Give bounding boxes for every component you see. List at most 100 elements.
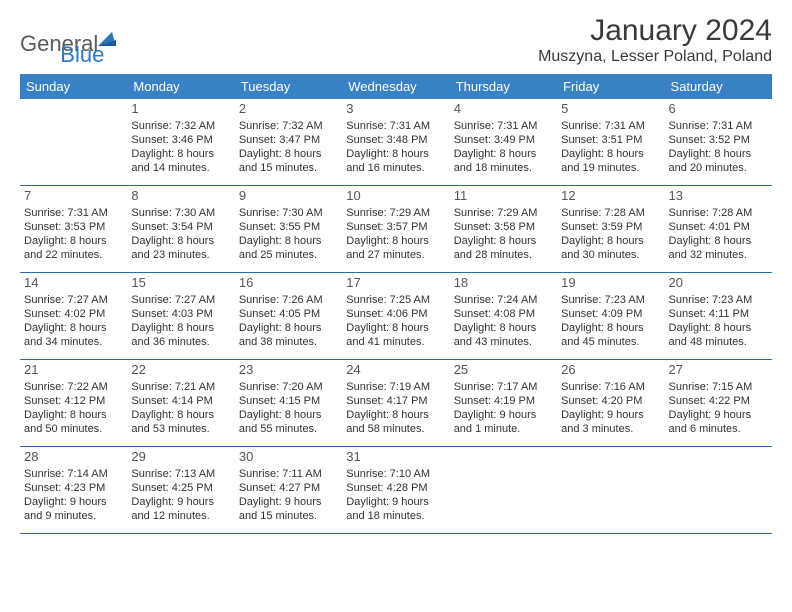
logo: General Blue <box>20 20 104 68</box>
sunrise-text: Sunrise: 7:29 AM <box>346 206 445 220</box>
daylight-text: Daylight: 8 hours <box>239 147 338 161</box>
calendar-cell: 4Sunrise: 7:31 AMSunset: 3:49 PMDaylight… <box>450 99 557 185</box>
calendar: Sunday Monday Tuesday Wednesday Thursday… <box>20 74 772 534</box>
sunrise-text: Sunrise: 7:16 AM <box>561 380 660 394</box>
daylight-text: Daylight: 8 hours <box>346 147 445 161</box>
daylight-text: and 27 minutes. <box>346 248 445 262</box>
sunset-text: Sunset: 3:59 PM <box>561 220 660 234</box>
daylight-text: Daylight: 8 hours <box>454 234 553 248</box>
daylight-text: and 41 minutes. <box>346 335 445 349</box>
day-number: 24 <box>346 362 445 379</box>
day-number: 23 <box>239 362 338 379</box>
day-number: 15 <box>131 275 230 292</box>
day-number: 11 <box>454 188 553 205</box>
weekday-thursday: Thursday <box>450 74 557 99</box>
daylight-text: and 20 minutes. <box>669 161 768 175</box>
day-number: 14 <box>24 275 123 292</box>
calendar-cell: 30Sunrise: 7:11 AMSunset: 4:27 PMDayligh… <box>235 447 342 533</box>
sunrise-text: Sunrise: 7:13 AM <box>131 467 230 481</box>
sunset-text: Sunset: 3:52 PM <box>669 133 768 147</box>
sunrise-text: Sunrise: 7:27 AM <box>131 293 230 307</box>
daylight-text: Daylight: 8 hours <box>24 234 123 248</box>
weekday-sunday: Sunday <box>20 74 127 99</box>
sunset-text: Sunset: 4:03 PM <box>131 307 230 321</box>
daylight-text: and 45 minutes. <box>561 335 660 349</box>
calendar-cell: 20Sunrise: 7:23 AMSunset: 4:11 PMDayligh… <box>665 273 772 359</box>
day-number: 12 <box>561 188 660 205</box>
daylight-text: and 16 minutes. <box>346 161 445 175</box>
sunset-text: Sunset: 4:14 PM <box>131 394 230 408</box>
daylight-text: Daylight: 8 hours <box>131 234 230 248</box>
day-number: 5 <box>561 101 660 118</box>
daylight-text: Daylight: 8 hours <box>131 147 230 161</box>
calendar-cell: 15Sunrise: 7:27 AMSunset: 4:03 PMDayligh… <box>127 273 234 359</box>
calendar-cell: 11Sunrise: 7:29 AMSunset: 3:58 PMDayligh… <box>450 186 557 272</box>
sunset-text: Sunset: 4:12 PM <box>24 394 123 408</box>
daylight-text: Daylight: 8 hours <box>669 147 768 161</box>
daylight-text: and 12 minutes. <box>131 509 230 523</box>
sunrise-text: Sunrise: 7:30 AM <box>131 206 230 220</box>
day-number: 3 <box>346 101 445 118</box>
calendar-cell <box>665 447 772 533</box>
daylight-text: and 32 minutes. <box>669 248 768 262</box>
calendar-cell: 13Sunrise: 7:28 AMSunset: 4:01 PMDayligh… <box>665 186 772 272</box>
calendar-cell: 24Sunrise: 7:19 AMSunset: 4:17 PMDayligh… <box>342 360 449 446</box>
sunrise-text: Sunrise: 7:28 AM <box>669 206 768 220</box>
sunset-text: Sunset: 4:15 PM <box>239 394 338 408</box>
day-number: 10 <box>346 188 445 205</box>
sunrise-text: Sunrise: 7:22 AM <box>24 380 123 394</box>
calendar-cell <box>450 447 557 533</box>
daylight-text: and 50 minutes. <box>24 422 123 436</box>
calendar-body: 1Sunrise: 7:32 AMSunset: 3:46 PMDaylight… <box>20 99 772 534</box>
sunset-text: Sunset: 4:20 PM <box>561 394 660 408</box>
day-number: 19 <box>561 275 660 292</box>
daylight-text: Daylight: 8 hours <box>669 321 768 335</box>
daylight-text: and 1 minute. <box>454 422 553 436</box>
day-number: 16 <box>239 275 338 292</box>
day-number: 1 <box>131 101 230 118</box>
day-number: 2 <box>239 101 338 118</box>
sunset-text: Sunset: 4:08 PM <box>454 307 553 321</box>
daylight-text: Daylight: 8 hours <box>239 408 338 422</box>
day-number: 6 <box>669 101 768 118</box>
day-number: 20 <box>669 275 768 292</box>
calendar-cell: 16Sunrise: 7:26 AMSunset: 4:05 PMDayligh… <box>235 273 342 359</box>
daylight-text: and 14 minutes. <box>131 161 230 175</box>
day-number: 18 <box>454 275 553 292</box>
daylight-text: and 43 minutes. <box>454 335 553 349</box>
day-number: 22 <box>131 362 230 379</box>
daylight-text: and 30 minutes. <box>561 248 660 262</box>
sunrise-text: Sunrise: 7:21 AM <box>131 380 230 394</box>
calendar-cell: 17Sunrise: 7:25 AMSunset: 4:06 PMDayligh… <box>342 273 449 359</box>
daylight-text: Daylight: 8 hours <box>24 321 123 335</box>
sunrise-text: Sunrise: 7:31 AM <box>669 119 768 133</box>
sunset-text: Sunset: 4:01 PM <box>669 220 768 234</box>
weekday-wednesday: Wednesday <box>342 74 449 99</box>
sunrise-text: Sunrise: 7:20 AM <box>239 380 338 394</box>
daylight-text: and 48 minutes. <box>669 335 768 349</box>
sunset-text: Sunset: 3:51 PM <box>561 133 660 147</box>
sunrise-text: Sunrise: 7:26 AM <box>239 293 338 307</box>
daylight-text: Daylight: 9 hours <box>24 495 123 509</box>
sunset-text: Sunset: 4:02 PM <box>24 307 123 321</box>
calendar-cell: 21Sunrise: 7:22 AMSunset: 4:12 PMDayligh… <box>20 360 127 446</box>
calendar-cell: 18Sunrise: 7:24 AMSunset: 4:08 PMDayligh… <box>450 273 557 359</box>
daylight-text: and 15 minutes. <box>239 161 338 175</box>
weekday-monday: Monday <box>127 74 234 99</box>
calendar-cell: 7Sunrise: 7:31 AMSunset: 3:53 PMDaylight… <box>20 186 127 272</box>
calendar-cell: 8Sunrise: 7:30 AMSunset: 3:54 PMDaylight… <box>127 186 234 272</box>
daylight-text: Daylight: 9 hours <box>454 408 553 422</box>
daylight-text: Daylight: 9 hours <box>561 408 660 422</box>
calendar-cell: 9Sunrise: 7:30 AMSunset: 3:55 PMDaylight… <box>235 186 342 272</box>
calendar-cell: 2Sunrise: 7:32 AMSunset: 3:47 PMDaylight… <box>235 99 342 185</box>
daylight-text: and 36 minutes. <box>131 335 230 349</box>
sunset-text: Sunset: 3:48 PM <box>346 133 445 147</box>
sunrise-text: Sunrise: 7:14 AM <box>24 467 123 481</box>
daylight-text: and 38 minutes. <box>239 335 338 349</box>
calendar-cell: 25Sunrise: 7:17 AMSunset: 4:19 PMDayligh… <box>450 360 557 446</box>
sunrise-text: Sunrise: 7:31 AM <box>561 119 660 133</box>
daylight-text: and 3 minutes. <box>561 422 660 436</box>
sunrise-text: Sunrise: 7:23 AM <box>561 293 660 307</box>
daylight-text: Daylight: 8 hours <box>239 234 338 248</box>
day-number: 30 <box>239 449 338 466</box>
